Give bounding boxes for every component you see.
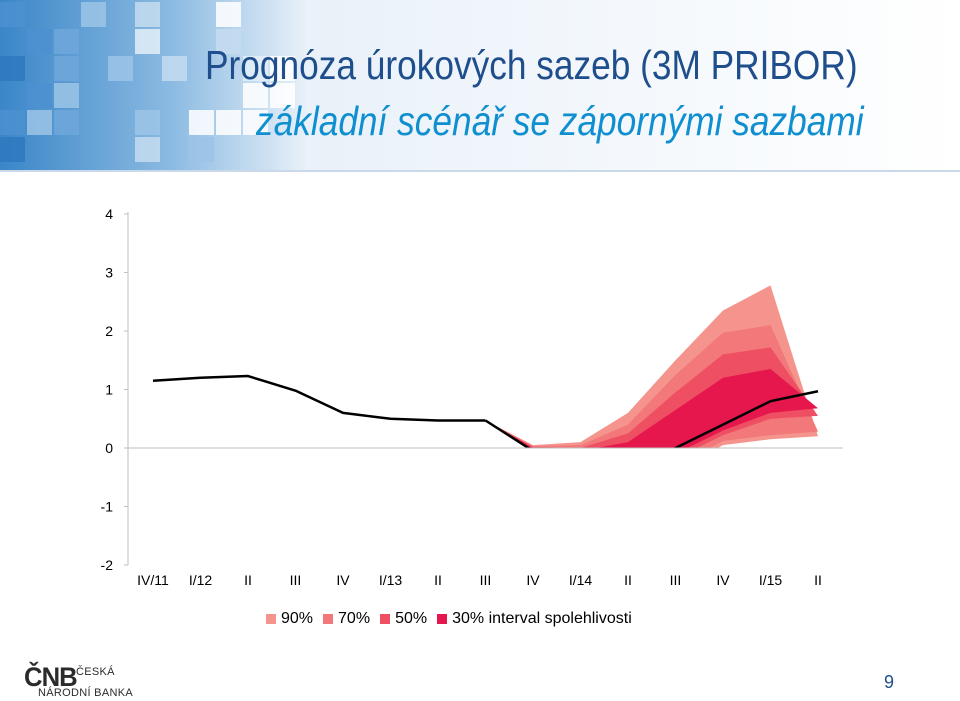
series-line-forecast xyxy=(484,390,819,448)
x-tick-label: III xyxy=(290,572,302,588)
legend-swatch xyxy=(437,614,448,624)
mosaic-tile xyxy=(162,56,187,81)
x-tick-label: IV xyxy=(336,572,350,588)
x-tick-label: II xyxy=(434,572,442,588)
mosaic-tile xyxy=(27,83,52,108)
x-tick-label: IV xyxy=(526,572,540,588)
mosaic-tile xyxy=(216,110,241,135)
legend-swatch xyxy=(380,614,391,624)
legend-label: 90% xyxy=(281,610,314,627)
chart-legend: 90% 70% 50% 30% interval spolehlivosti xyxy=(266,609,642,629)
header-banner: Prognóza úrokových sazeb (3M PRIBOR) zák… xyxy=(0,0,960,172)
x-tick-label: II xyxy=(624,572,632,588)
slide-title: Prognóza úrokových sazeb (3M PRIBOR) xyxy=(205,42,858,88)
mosaic-tile xyxy=(0,2,25,27)
x-tick-label: III xyxy=(670,572,682,588)
mosaic-tile xyxy=(135,110,160,135)
slide-subtitle: základní scénář se zápornými sazbami xyxy=(256,98,864,144)
chart-mask-below-zero xyxy=(129,448,854,595)
legend-item: 90% xyxy=(266,610,313,628)
logo-mark: ČNB xyxy=(24,662,78,692)
legend-item: 50% xyxy=(380,610,427,628)
x-tick-label: IV/11 xyxy=(137,572,169,588)
x-tick-label: I/12 xyxy=(189,572,213,588)
y-tick-label: 0 xyxy=(105,440,113,456)
mosaic-tile xyxy=(54,29,79,54)
mosaic-tile xyxy=(243,110,268,135)
header-mosaic xyxy=(0,0,960,172)
y-tick-label: 1 xyxy=(105,382,113,398)
legend-swatch xyxy=(266,614,276,624)
y-tick-label: 2 xyxy=(105,323,113,339)
legend-item: 30% interval spolehlivosti xyxy=(437,610,632,628)
x-tick-label: I/13 xyxy=(379,572,403,588)
mosaic-tile xyxy=(189,110,214,135)
x-tick-label: II xyxy=(244,572,252,588)
x-tick-label: IV xyxy=(716,572,730,588)
mosaic-tile xyxy=(0,56,25,81)
legend-swatch xyxy=(323,614,334,624)
mosaic-tile xyxy=(189,137,214,162)
mosaic-tile xyxy=(216,2,241,27)
mosaic-tile xyxy=(243,83,268,108)
y-tick-label: 3 xyxy=(105,265,113,281)
y-tick-label: -1 xyxy=(101,499,114,515)
mosaic-tile xyxy=(216,29,241,54)
mosaic-tile xyxy=(270,56,295,81)
mosaic-tile xyxy=(81,2,106,27)
mosaic-tile xyxy=(27,29,52,54)
x-tick-label: I/14 xyxy=(569,572,593,588)
y-tick-label: -2 xyxy=(101,557,114,573)
mosaic-tile xyxy=(270,83,295,108)
series-line-actual xyxy=(152,374,486,422)
legend-label: 70% xyxy=(338,610,371,627)
mosaic-tile xyxy=(27,110,52,135)
mosaic-tile xyxy=(135,29,160,54)
mosaic-tile xyxy=(0,110,25,135)
mosaic-tile xyxy=(0,137,25,162)
mosaic-tile xyxy=(54,110,79,135)
x-tick-label: III xyxy=(480,572,492,588)
mosaic-tile xyxy=(54,83,79,108)
logo-line-2: NÁRODNÍ BANKA xyxy=(38,687,133,699)
page-number: 9 xyxy=(884,672,895,692)
logo-line-1: ČESKÁ xyxy=(76,666,115,678)
legend-label: 30% interval spolehlivosti xyxy=(452,610,632,627)
header-divider xyxy=(0,170,960,172)
x-tick-label: II xyxy=(814,572,822,588)
legend-label: 50% xyxy=(395,610,428,627)
x-tick-label: I/15 xyxy=(759,572,783,588)
mosaic-tile xyxy=(243,56,268,81)
legend-item: 70% xyxy=(323,610,370,628)
mosaic-tile xyxy=(135,137,160,162)
y-tick-label: 4 xyxy=(105,206,113,222)
mosaic-tile xyxy=(54,56,79,81)
mosaic-tile xyxy=(135,2,160,27)
mosaic-tile xyxy=(108,56,133,81)
cnb-logo: ČNB ČESKÁ NÁRODNÍ BANKA xyxy=(24,662,133,699)
